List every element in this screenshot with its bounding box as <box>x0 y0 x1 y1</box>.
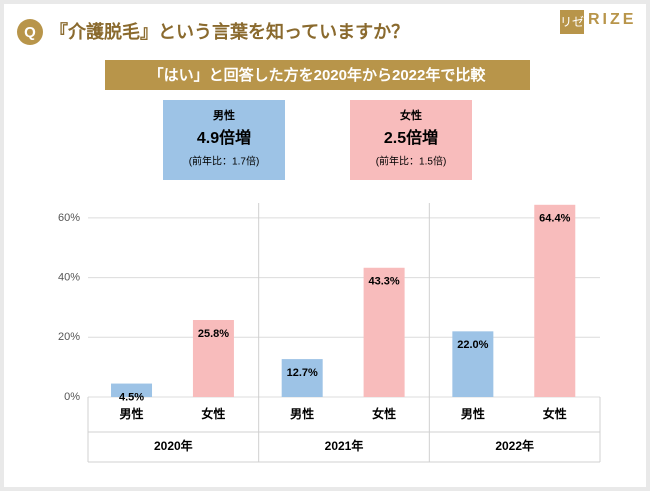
banner: 「はい」と回答した方を2020年から2022年で比較 <box>149 66 487 84</box>
x-tick-label: 女性 <box>543 406 567 421</box>
x-tick-label: 女性 <box>372 406 396 421</box>
q-mark: Q <box>24 24 36 41</box>
value-label: 12.7% <box>287 367 318 379</box>
value-label: 64.4% <box>539 213 570 225</box>
x-group-label: 2020年 <box>154 438 193 453</box>
summary-label: 男性 <box>213 108 235 122</box>
summary-box <box>163 100 285 180</box>
title: 『介護脱毛』という言葉を知っていますか？ <box>50 21 409 42</box>
value-label: 43.3% <box>369 276 400 288</box>
summary-note: (前年比：1.7倍) <box>189 155 260 168</box>
bar <box>452 331 494 397</box>
banner-box <box>105 60 530 90</box>
bar <box>192 319 234 397</box>
logo-name: RIZE <box>588 11 636 28</box>
y-tick-label: 40% <box>58 272 80 284</box>
summary-value: 2.5倍増 <box>384 128 438 147</box>
summary-box <box>350 100 472 180</box>
logo-mark: リゼ <box>560 15 584 29</box>
x-tick-label: 男性 <box>461 406 485 421</box>
y-tick-label: 20% <box>58 331 80 343</box>
summary-label: 女性 <box>400 108 422 122</box>
x-tick-label: 男性 <box>120 406 144 421</box>
y-tick-label: 60% <box>58 212 80 224</box>
value-label: 25.8% <box>198 328 229 340</box>
value-label: 22.0% <box>457 339 488 351</box>
q-circle <box>17 19 43 45</box>
bar <box>363 267 405 397</box>
x-group-label: 2021年 <box>325 438 364 453</box>
bar <box>281 359 323 397</box>
x-tick-label: 女性 <box>201 406 225 421</box>
summary-note: (前年比：1.5倍) <box>376 155 447 168</box>
y-tick-label: 0% <box>64 391 80 403</box>
value-label: 4.5% <box>119 391 144 403</box>
bar <box>111 383 153 397</box>
bar <box>534 204 576 397</box>
x-tick-label: 男性 <box>290 406 314 421</box>
logo-box <box>560 10 584 34</box>
x-group-label: 2022年 <box>495 438 534 453</box>
summary-value: 4.9倍増 <box>197 128 251 147</box>
